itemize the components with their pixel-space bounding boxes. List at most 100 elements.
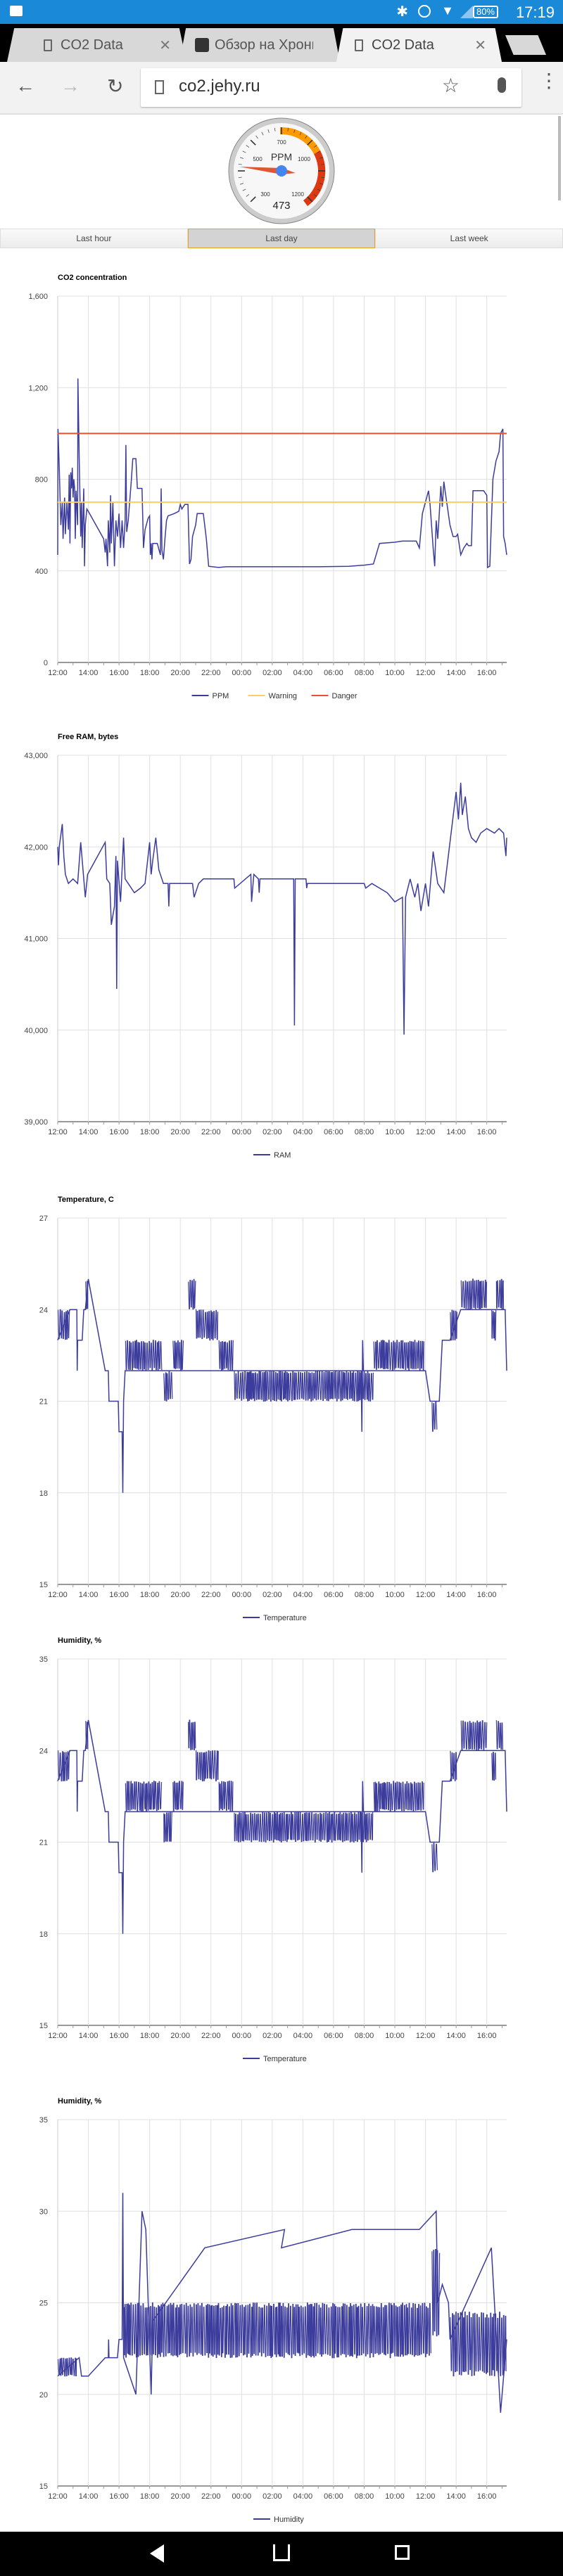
x-tick-label: 10:00 (385, 2492, 405, 2501)
y-tick-label: 0 (44, 659, 48, 667)
legend-label: Warning (269, 692, 298, 700)
series-band (123, 2302, 431, 2359)
gauge-tick-mark (320, 157, 324, 159)
x-tick-label: 18:00 (140, 1591, 160, 1599)
series-band (218, 1781, 234, 1812)
x-tick-label: 16:00 (109, 669, 129, 677)
series-band (196, 1750, 219, 1782)
series-band (379, 1340, 424, 1371)
series-band (491, 1752, 496, 1781)
x-tick-label: 00:00 (232, 1591, 252, 1599)
last-hour-button[interactable]: Last hour (0, 229, 188, 248)
series-band (373, 1781, 380, 1812)
tab-co2-data-active[interactable]: CO2 Data ✕ (336, 28, 502, 62)
series-band (460, 1279, 487, 1310)
gauge-tick-mark (255, 135, 258, 139)
close-tab-icon[interactable]: ✕ (159, 37, 171, 53)
y-tick-label: 400 (35, 568, 48, 576)
x-tick-label: 12:00 (48, 2492, 68, 2501)
x-tick-label: 00:00 (232, 1128, 252, 1136)
gauge-tick-mark (305, 135, 308, 139)
bookmark-star-icon[interactable]: ☆ (441, 75, 460, 96)
last-day-button[interactable]: Last day (187, 229, 376, 248)
page-icon (355, 39, 363, 51)
chart-1: Free RAM, bytes 39,000 40,000 41,000 42,000 4… (24, 733, 507, 1160)
x-tick-label: 10:00 (385, 1591, 405, 1599)
y-tick-label: 39,000 (24, 1118, 48, 1127)
chart-2: Temperature, C 15 18 21 24 27 12:00 14:00 16:00 1… (39, 1196, 507, 1622)
series-band (163, 1811, 172, 1843)
series-band (58, 1309, 70, 1340)
back-nav-icon[interactable] (150, 2544, 164, 2563)
android-nav-bar (0, 2532, 563, 2576)
x-tick-label: 02:00 (262, 1128, 282, 1136)
x-tick-label: 10:00 (385, 2032, 405, 2040)
home-nav-icon[interactable] (273, 2544, 290, 2561)
y-tick-label: 24 (39, 1306, 48, 1314)
tab-title: CO2 Data (372, 37, 434, 53)
x-tick-label: 12:00 (48, 669, 68, 677)
browser-toolbar: ← → ↻ co2.jehy.ru ☆ ⋮ (0, 62, 563, 115)
y-tick-label: 42,000 (24, 843, 48, 852)
notification-icon (10, 6, 23, 16)
x-tick-label: 14:00 (446, 1591, 466, 1599)
chart-title: CO2 concentration (58, 274, 127, 282)
gauge-tick-mark (250, 139, 256, 146)
forward-icon[interactable]: → (61, 75, 80, 96)
y-tick-label: 15 (39, 1581, 48, 1589)
gauge-tick-700: 700 (277, 139, 286, 146)
legend-label: RAM (274, 1151, 291, 1160)
x-tick-label: 12:00 (48, 1128, 68, 1136)
x-tick-label: 08:00 (355, 2032, 374, 2040)
series-band (188, 1719, 196, 1750)
new-tab-button[interactable] (505, 35, 546, 55)
legend-label: Temperature (263, 1614, 307, 1622)
scrollbar[interactable] (558, 116, 561, 200)
tab-review[interactable]: Обзор на Хрони (179, 28, 340, 62)
last-week-button[interactable]: Last week (375, 229, 563, 248)
legend-label: PPM (213, 692, 229, 700)
url-text[interactable]: co2.jehy.ru (179, 77, 260, 96)
x-tick-label: 16:00 (109, 1128, 129, 1136)
gauge-tick-mark (299, 132, 302, 136)
y-tick-label: 1,600 (28, 293, 48, 301)
close-tab-icon[interactable]: ✕ (474, 37, 486, 53)
x-tick-label: 02:00 (262, 2492, 282, 2501)
x-tick-label: 16:00 (477, 669, 497, 677)
x-tick-label: 14:00 (446, 669, 466, 677)
back-icon[interactable]: ← (15, 75, 35, 96)
series-band (495, 1279, 505, 1310)
series-band (379, 1781, 424, 1812)
x-tick-label: 10:00 (385, 669, 405, 677)
address-bar[interactable]: co2.jehy.ru ☆ (141, 68, 521, 107)
series-band (431, 1401, 438, 1432)
legend-label: Danger (332, 692, 358, 700)
reload-icon[interactable]: ↻ (107, 75, 124, 97)
x-tick-label: 22:00 (201, 2492, 221, 2501)
x-tick-label: 04:00 (293, 1591, 313, 1599)
series-humidity-line (57, 2193, 507, 2413)
chart-3: Humidity, % 15 18 21 24 35 12:00 14:00 16:00 18:0… (39, 1636, 507, 2063)
series-band (125, 1340, 163, 1371)
y-tick-label: 800 (35, 476, 48, 485)
series-band (58, 1750, 70, 1782)
tab-co2-data-1[interactable]: CO2 Data ✕ (7, 28, 186, 62)
time-range-selector: Last hour Last day Last week (0, 229, 563, 248)
gauge-tick-mark (246, 145, 250, 148)
chart-title: Free RAM, bytes (58, 733, 118, 741)
recents-nav-icon[interactable] (395, 2545, 410, 2560)
gauge-tick-mark (239, 183, 243, 185)
menu-icon[interactable]: ⋮ (539, 70, 559, 91)
signal-icon (460, 6, 473, 18)
x-tick-label: 06:00 (324, 669, 343, 677)
x-tick-label: 16:00 (477, 1591, 497, 1599)
x-tick-label: 12:00 (416, 669, 436, 677)
gauge-tick-mark (293, 129, 296, 133)
co2-gauge: 700 500 1000 300 1200 PPM 473 (228, 117, 335, 224)
y-tick-label: 40,000 (24, 1027, 48, 1035)
microphone-icon[interactable] (498, 77, 506, 93)
x-tick-label: 22:00 (201, 669, 221, 677)
series-band (431, 2249, 441, 2337)
gauge-value: 473 (272, 200, 290, 212)
gauge-tick-300: 300 (260, 191, 270, 198)
